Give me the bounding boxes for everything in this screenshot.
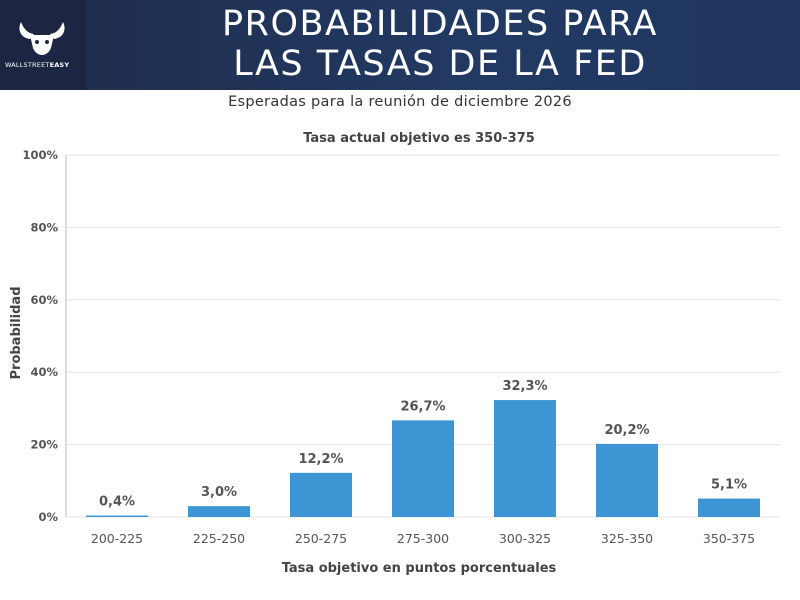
bar	[392, 420, 454, 517]
x-tick-label: 300-325	[499, 531, 551, 546]
bar-value-label: 20,2%	[604, 423, 649, 438]
x-axis-label: Tasa objetivo en puntos porcentuales	[282, 561, 557, 576]
x-axis-ticks: 200-225 225-250 250-275 275-300 300-325 325-3…	[91, 531, 755, 546]
logo-panel: WALLSTREETEASY	[0, 0, 86, 90]
y-tick-label: 60%	[30, 293, 58, 307]
logo-wordmark: WALLSTREETEASY	[5, 61, 69, 69]
bar	[188, 506, 250, 517]
y-tick-label: 40%	[30, 365, 58, 379]
logo-text-a: WALLSTREET	[5, 61, 50, 69]
logo-text-b: EASY	[49, 61, 70, 69]
x-tick-label: 200-225	[91, 531, 143, 546]
bar	[698, 498, 760, 517]
x-tick-label: 225-250	[193, 531, 245, 546]
bar	[494, 400, 556, 517]
bar-value-label: 12,2%	[298, 452, 343, 467]
x-tick-label: 275-300	[397, 531, 449, 546]
header-banner: WALLSTREETEASY PROBABILIDADES PARA LAS T…	[0, 0, 800, 90]
x-tick-label: 250-275	[295, 531, 347, 546]
data-labels: 0,4% 3,0% 12,2% 26,7% 32,3% 20,2% 5,1%	[99, 379, 747, 509]
page-title: PROBABILIDADES PARA LAS TASAS DE LA FED	[100, 4, 780, 84]
x-tick-label: 325-350	[601, 531, 653, 546]
x-tick-label: 350-375	[703, 531, 755, 546]
y-tick-label: 100%	[22, 148, 58, 162]
bar-value-label: 5,1%	[711, 478, 747, 493]
y-tick-label: 0%	[38, 510, 58, 524]
bar-value-label: 26,7%	[400, 399, 445, 414]
chart-title: Tasa actual objetivo es 350-375	[303, 131, 535, 146]
y-tick-label: 80%	[30, 220, 58, 234]
bar	[290, 472, 352, 517]
title-line-2: LAS TASAS DE LA FED	[233, 44, 647, 84]
bar-value-label: 32,3%	[502, 379, 547, 394]
y-axis-gridlines	[66, 154, 780, 518]
title-line-1: PROBABILIDADES PARA	[222, 4, 658, 44]
y-axis-ticks: 0% 20% 40% 60% 80% 100%	[22, 148, 58, 524]
y-axis-label: Probabilidad	[9, 286, 24, 379]
bar	[596, 443, 658, 517]
page-subtitle: Esperadas para la reunión de diciembre 2…	[228, 94, 572, 110]
bar-value-label: 0,4%	[99, 495, 135, 510]
bar-value-label: 3,0%	[201, 485, 237, 500]
bar	[86, 515, 148, 517]
bar-series	[86, 400, 760, 517]
y-tick-label: 20%	[30, 438, 58, 452]
bull-logo-icon	[19, 22, 65, 55]
